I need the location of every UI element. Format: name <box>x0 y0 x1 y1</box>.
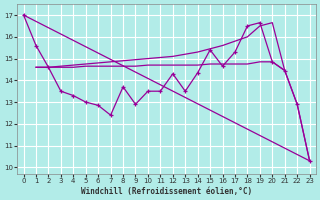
X-axis label: Windchill (Refroidissement éolien,°C): Windchill (Refroidissement éolien,°C) <box>81 187 252 196</box>
